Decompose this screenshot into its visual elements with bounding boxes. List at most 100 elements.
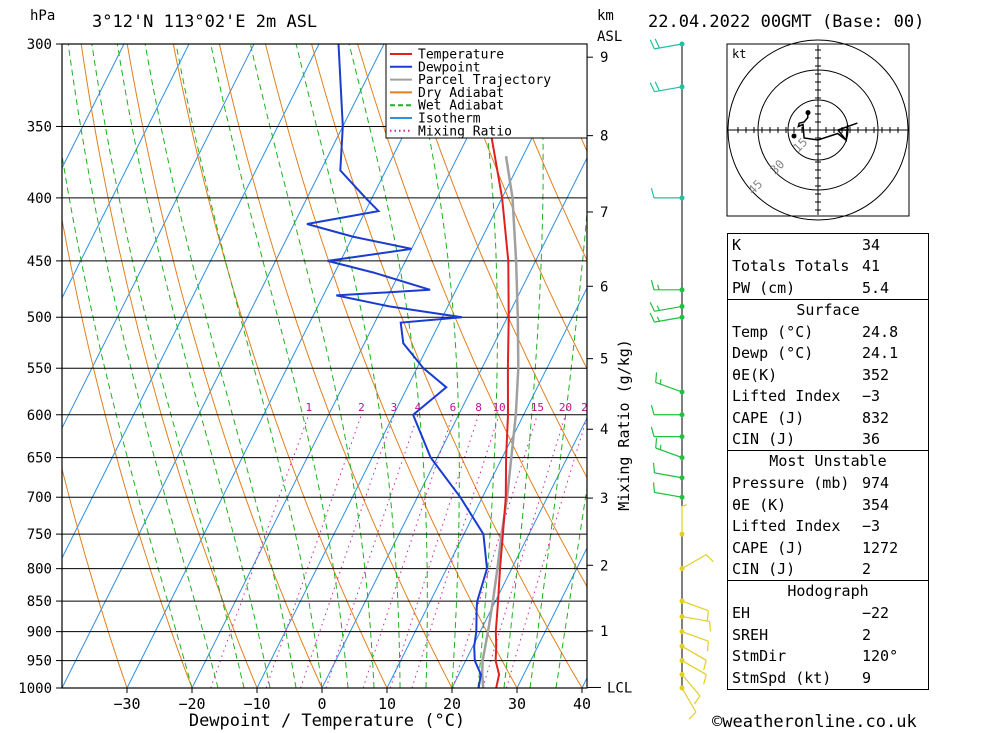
hodograph-indices: EH −22 SREH 2 StmDir 120° StmSpd (kt) 9 — [728, 603, 928, 689]
wind-barb-flag — [650, 188, 655, 199]
temp-tick-label: 30 — [508, 695, 526, 713]
index-row: StmDir 120° — [728, 646, 928, 668]
wind-barb-staff — [655, 381, 683, 393]
index-label: Pressure (mb) — [732, 474, 850, 493]
index-label: CAPE (J) — [732, 538, 805, 557]
temp-tick-label: 10 — [378, 695, 396, 713]
wet-adiabat-line — [116, 44, 271, 688]
wet-adiabat-line — [67, 44, 219, 688]
index-value: 354 — [862, 495, 890, 514]
indices-panel: K 34 Totals Totals 41 PW (cm) 5.4 Surface Tem… — [727, 233, 929, 690]
asl-label: ASL — [597, 29, 623, 45]
wind-barb-flag — [708, 621, 712, 632]
wind-barb-flag — [703, 660, 707, 671]
surface-title: Surface — [796, 300, 860, 319]
wet-adiabat-line — [144, 44, 297, 688]
wind-barb-flag — [649, 312, 655, 323]
km-tick-label: 4 — [600, 422, 608, 438]
temp-tick-label: −20 — [178, 695, 205, 713]
footer-credit[interactable]: ©weatheronline.co.uk — [712, 712, 917, 732]
wind-barb-flag — [654, 38, 660, 49]
index-value: 1272 — [862, 538, 899, 557]
mixing-ratio-line — [300, 414, 395, 688]
pressure-tick-label: 650 — [27, 451, 52, 467]
isotherm-line — [451, 416, 587, 688]
index-row: Totals Totals 41 — [728, 256, 928, 278]
isotherm-line — [386, 286, 587, 688]
mixing-ratio-line — [389, 414, 480, 688]
pressure-tick-label: 400 — [27, 191, 52, 207]
index-value: 36 — [862, 430, 881, 449]
index-row: CAPE (J) 832 — [728, 407, 928, 429]
index-row: Dewp (°C) 24.1 — [728, 343, 928, 365]
mixing-ratio-axis-label: Mixing Ratio (g/kg) — [615, 339, 633, 511]
temperature-line — [461, 44, 510, 688]
index-row: CIN (J) 2 — [728, 559, 928, 581]
pressure-tick-label: 950 — [27, 654, 52, 670]
hodograph-title: Hodograph — [787, 582, 869, 600]
date-title: 22.04.2022 00GMT (Base: 00) — [648, 12, 925, 32]
wind-barb-flag — [681, 504, 687, 507]
location-title: 3°12'N 113°02'E 2m ASL — [92, 12, 318, 32]
wind-barb-flag — [693, 695, 701, 705]
index-row: PW (cm) 5.4 — [728, 277, 928, 299]
wind-barb-flag — [705, 554, 714, 563]
index-row: Lifted Index −3 — [728, 516, 928, 538]
legend-label: Mixing Ratio — [418, 124, 512, 139]
km-tick-label: 9 — [600, 50, 608, 66]
index-row: SREH 2 — [728, 624, 928, 646]
wind-barb-flag — [656, 305, 660, 311]
index-value: 24.8 — [862, 322, 899, 341]
index-value: 974 — [862, 474, 890, 493]
km-tick-label: 5 — [600, 352, 608, 368]
index-label: θE (K) — [732, 495, 787, 514]
wind-barb-flag — [654, 81, 660, 92]
pressure-tick-label: 850 — [27, 594, 52, 610]
km-tick-label: 1 — [600, 624, 608, 640]
km-unit-label: km — [597, 8, 614, 24]
hodograph-trace — [797, 112, 858, 143]
legend-label: Wet Adiabat — [418, 99, 504, 114]
parcel-trajectory-line — [480, 156, 520, 688]
legend-label: Dewpoint — [418, 60, 481, 75]
index-label: K — [732, 235, 742, 254]
mixing-ratio-line — [325, 414, 419, 688]
wind-barb-staff — [655, 447, 683, 459]
isotherm-line — [62, 44, 190, 300]
dewpoint-line — [306, 44, 489, 688]
wind-barb-flag — [703, 674, 707, 685]
mixing-ratio-tick-label: 10 — [492, 401, 505, 414]
temp-tick-label: −10 — [243, 695, 270, 713]
hodograph-unit-label: kt — [732, 47, 746, 61]
km-tick-label: 3 — [600, 491, 608, 507]
mixing-ratio-tick-label: 3 — [391, 401, 398, 414]
wind-barb-staff — [681, 674, 701, 697]
mixing-ratio-tick-label: 8 — [475, 401, 482, 414]
wind-barb-flag — [706, 641, 709, 652]
index-label: θE(K) — [732, 365, 778, 384]
mixing-ratio-line — [452, 414, 538, 688]
pressure-tick-label: 350 — [27, 119, 52, 135]
index-label: Totals Totals — [732, 257, 850, 276]
index-row: K 34 — [728, 234, 928, 256]
index-row: Lifted Index −3 — [728, 386, 928, 408]
hpa-unit-label: hPa — [30, 8, 56, 24]
mixing-ratio-line — [411, 414, 500, 688]
pressure-tick-label: 900 — [27, 625, 52, 641]
index-value: −22 — [862, 604, 890, 623]
index-value: 832 — [862, 408, 890, 427]
wet-adiabat-line — [175, 44, 323, 688]
mixing-ratio-line — [265, 414, 362, 688]
x-axis-label: Dewpoint / Temperature (°C) — [189, 711, 465, 731]
legend-label: Temperature — [418, 48, 504, 63]
index-label: PW (cm) — [732, 278, 796, 297]
index-label: Dewp (°C) — [732, 344, 814, 363]
wind-barb-staff — [681, 645, 707, 661]
km-tick-label: 8 — [600, 129, 608, 145]
wind-barb-staff — [654, 472, 683, 479]
index-label: CIN (J) — [732, 560, 796, 579]
index-value: 5.4 — [862, 278, 890, 297]
unstable-indices: Pressure (mb) 974 θE (K) 354 Lifted Index −3 C… — [728, 473, 928, 581]
